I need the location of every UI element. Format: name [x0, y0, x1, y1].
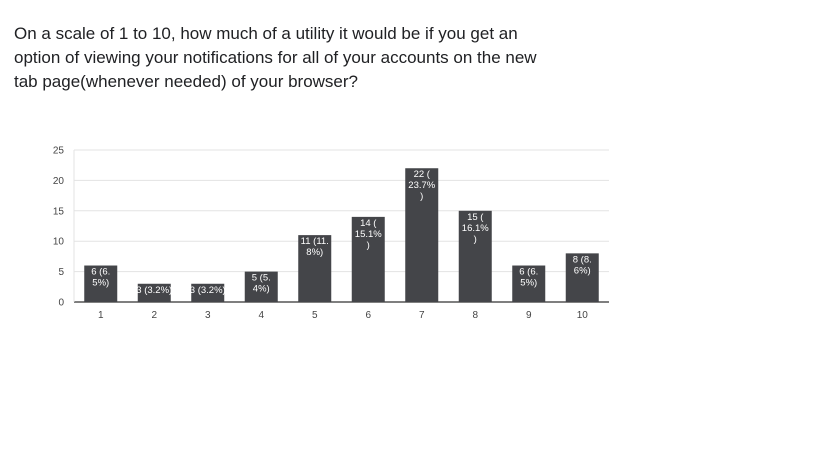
x-tick-label: 10	[577, 310, 589, 321]
data-label-line: 3 (3.2%)	[136, 285, 172, 296]
data-label-line: 23.7%	[408, 180, 435, 191]
data-label-line: 5%)	[520, 278, 537, 289]
y-tick-label: 0	[58, 298, 64, 309]
data-label-line: 3 (3.2%)	[190, 285, 226, 296]
data-label-line: 14 (	[360, 218, 377, 229]
data-label-line: )	[420, 191, 423, 202]
y-tick-label: 5	[58, 267, 64, 278]
bar	[405, 168, 439, 302]
data-label-line: 5 (5.	[252, 273, 271, 284]
x-tick-label: 2	[151, 310, 157, 321]
y-tick-label: 10	[53, 237, 65, 248]
data-label-line: 8%)	[306, 247, 323, 258]
x-tick-label: 5	[312, 310, 318, 321]
y-axis-ticks: 0 5 10 15 20 25	[53, 146, 65, 309]
y-tick-label: 25	[53, 146, 65, 157]
bar	[137, 283, 171, 302]
data-labels: 6 (6.5%)3 (3.2%) 3 (3.2%)5 (5.4%)11 (11.8…	[91, 169, 592, 296]
data-label-line: )	[367, 240, 370, 251]
x-tick-label: 3	[205, 310, 211, 321]
bar	[458, 210, 492, 302]
data-label-line: 6 (6.	[519, 267, 538, 278]
bar	[512, 265, 546, 302]
bar	[351, 216, 385, 302]
bar	[84, 265, 118, 302]
x-tick-label: 6	[365, 310, 371, 321]
x-tick-label: 4	[258, 310, 264, 321]
data-label: 6 (6.5%)	[519, 267, 538, 289]
data-label: 22 (23.7%)	[408, 169, 435, 202]
data-label-line: 5%)	[92, 278, 109, 289]
bar	[298, 235, 332, 302]
data-label: 11 (11.8%)	[301, 236, 329, 258]
x-tick-label: 8	[472, 310, 478, 321]
data-label-line: 15.1%	[355, 229, 382, 240]
data-label-line: 8 (8.	[573, 254, 592, 265]
data-label-line: 6 (6.	[91, 267, 110, 278]
bar	[244, 271, 278, 302]
x-tick-label: 9	[526, 310, 532, 321]
data-label-line: 15 (	[467, 212, 484, 223]
bar	[191, 283, 225, 302]
x-tick-label: 7	[419, 310, 425, 321]
data-label-line: 16.1%	[462, 223, 489, 234]
data-label: 15 (16.1%)	[462, 212, 489, 245]
bar	[565, 253, 599, 302]
data-label: 3 (3.2%)	[190, 285, 226, 296]
data-label: 6 (6.5%)	[91, 267, 110, 289]
data-label-line: )	[474, 234, 477, 245]
question-title: On a scale of 1 to 10, how much of a uti…	[14, 24, 537, 91]
y-tick-label: 20	[53, 176, 65, 187]
data-label: 5 (5.4%)	[252, 273, 271, 295]
bars	[84, 168, 599, 302]
data-label-line: 22 (	[414, 169, 431, 180]
data-label-line: 4%)	[253, 284, 270, 295]
y-tick-label: 15	[53, 206, 65, 217]
data-label: 8 (8.6%)	[573, 254, 592, 276]
data-label: 14 (15.1%)	[355, 218, 382, 251]
data-label-line: 6%)	[574, 265, 591, 276]
x-tick-label: 1	[98, 310, 104, 321]
x-axis-ticks: 1 2 3 4 5 6 7 8 9 10	[98, 310, 588, 321]
data-label: 3 (3.2%)	[136, 285, 172, 296]
data-label-line: 11 (11.	[301, 236, 329, 247]
